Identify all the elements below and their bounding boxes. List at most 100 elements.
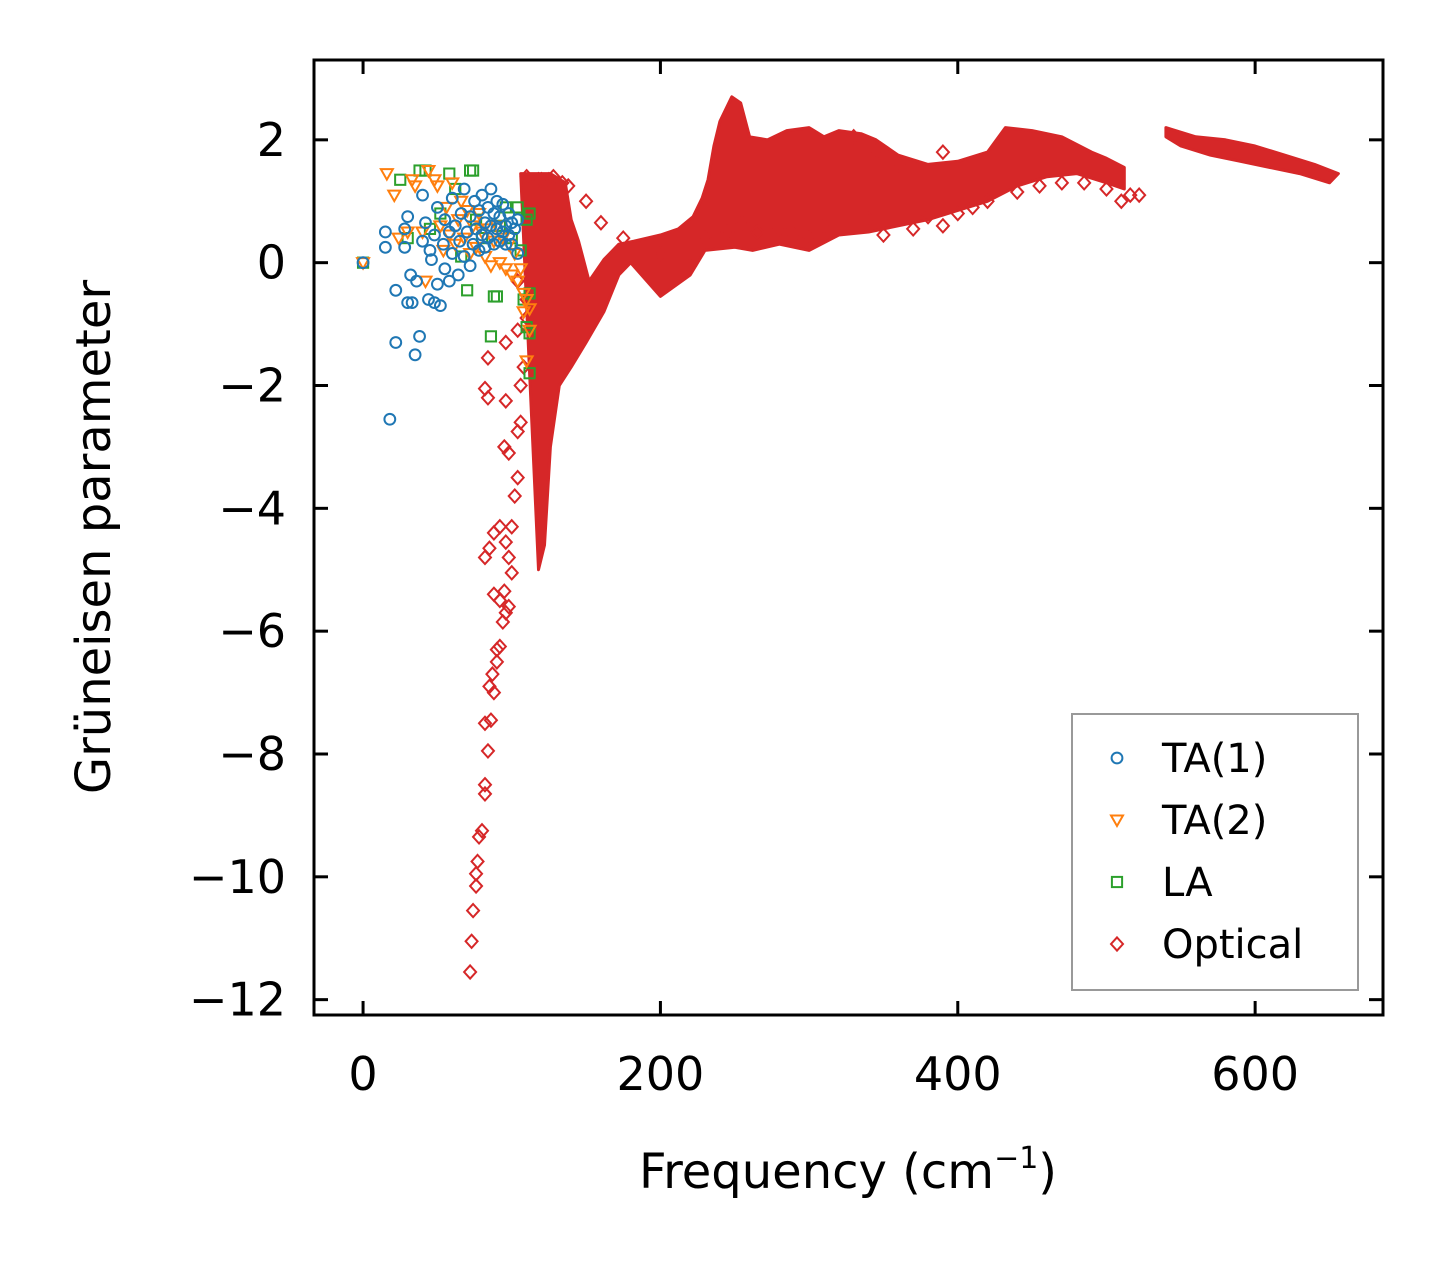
data-point	[965, 199, 980, 216]
data-point	[492, 638, 508, 655]
data-point	[546, 168, 561, 185]
data-point	[1113, 193, 1129, 210]
data-point	[461, 284, 474, 297]
data-point	[468, 865, 484, 882]
data-point	[445, 191, 459, 205]
data-point	[816, 217, 832, 234]
data-point	[457, 182, 471, 196]
data-point	[391, 232, 407, 247]
x-tick-label: 0	[348, 1047, 377, 1101]
data-point	[477, 785, 493, 802]
data-point	[489, 653, 505, 670]
data-point	[950, 205, 966, 222]
y-axis-title: Grüneisen parameter	[66, 280, 122, 795]
data-point	[444, 177, 460, 191]
data-point	[560, 177, 576, 194]
data-point	[501, 549, 517, 566]
x-tick-label: 400	[914, 1047, 1002, 1101]
data-point	[475, 188, 489, 202]
data-point	[410, 274, 423, 288]
data-point	[653, 245, 668, 262]
data-point	[399, 226, 416, 240]
data-point	[861, 211, 876, 228]
axis-ticks: 0 200 400 600 2 0 −2 −4 −6 −8 −10 −12	[189, 60, 1383, 1101]
data-point	[416, 188, 429, 202]
data-point	[719, 223, 735, 241]
data-point	[456, 232, 472, 247]
data-point	[520, 213, 533, 226]
data-point	[1032, 177, 1047, 194]
data-point	[485, 666, 500, 683]
data-point	[511, 201, 524, 214]
series-optical	[462, 128, 1147, 981]
data-point	[890, 156, 906, 173]
legend-label: Optical	[1162, 922, 1303, 968]
data-point	[438, 262, 452, 276]
data-point	[499, 201, 512, 214]
y-tick-label: −2	[218, 358, 286, 412]
data-point	[480, 349, 496, 366]
data-point	[772, 220, 787, 237]
legend-marker	[1110, 751, 1124, 765]
data-point	[514, 244, 527, 257]
data-point	[615, 230, 631, 247]
data-point	[398, 222, 412, 236]
optical-dense-region	[519, 95, 1126, 572]
data-point	[801, 230, 817, 247]
optical-dense-regions	[519, 95, 1340, 572]
x-tick-label: 600	[1211, 1047, 1299, 1101]
data-point	[498, 334, 514, 351]
data-point	[496, 583, 512, 600]
y-tick-label: −4	[218, 481, 286, 535]
data-point	[462, 963, 478, 981]
data-point	[518, 294, 535, 308]
data-point	[519, 168, 534, 185]
data-point	[429, 180, 446, 194]
data-point	[512, 263, 529, 277]
data-point	[468, 877, 484, 895]
data-point	[593, 214, 609, 231]
data-point	[507, 487, 523, 505]
data-point	[378, 240, 392, 254]
data-point	[480, 742, 496, 760]
data-point	[383, 412, 397, 426]
data-point	[935, 217, 951, 234]
data-point	[448, 219, 462, 233]
data-point	[749, 223, 765, 241]
data-point	[541, 171, 557, 188]
data-point	[501, 598, 517, 615]
data-point	[474, 822, 490, 839]
series-ta-1-	[356, 182, 525, 426]
data-point	[786, 226, 802, 244]
data-point	[486, 684, 502, 701]
data-point	[442, 274, 456, 288]
data-point	[505, 237, 519, 251]
data-point	[389, 336, 403, 349]
data-point	[420, 165, 437, 179]
data-point	[463, 259, 477, 273]
data-point	[480, 389, 496, 406]
y-tick-label: −8	[218, 727, 286, 781]
y-tick-label: 2	[257, 113, 286, 167]
data-point	[394, 173, 407, 186]
legend-frame	[1071, 713, 1359, 991]
data-point	[413, 329, 426, 343]
data-point	[483, 712, 499, 729]
data-point	[504, 518, 520, 535]
data-point	[523, 367, 536, 380]
data-point	[489, 641, 505, 658]
data-point	[431, 200, 444, 214]
data-point	[1054, 174, 1070, 191]
data-point	[416, 234, 429, 248]
y-tick-label: −12	[189, 973, 286, 1027]
data-point	[531, 171, 546, 188]
data-point	[490, 290, 503, 303]
data-point	[868, 144, 884, 161]
data-point	[453, 234, 467, 248]
data-point	[523, 207, 536, 220]
data-point	[1131, 187, 1147, 204]
data-point	[471, 828, 487, 845]
data-point	[379, 168, 395, 182]
data-point	[935, 144, 951, 161]
